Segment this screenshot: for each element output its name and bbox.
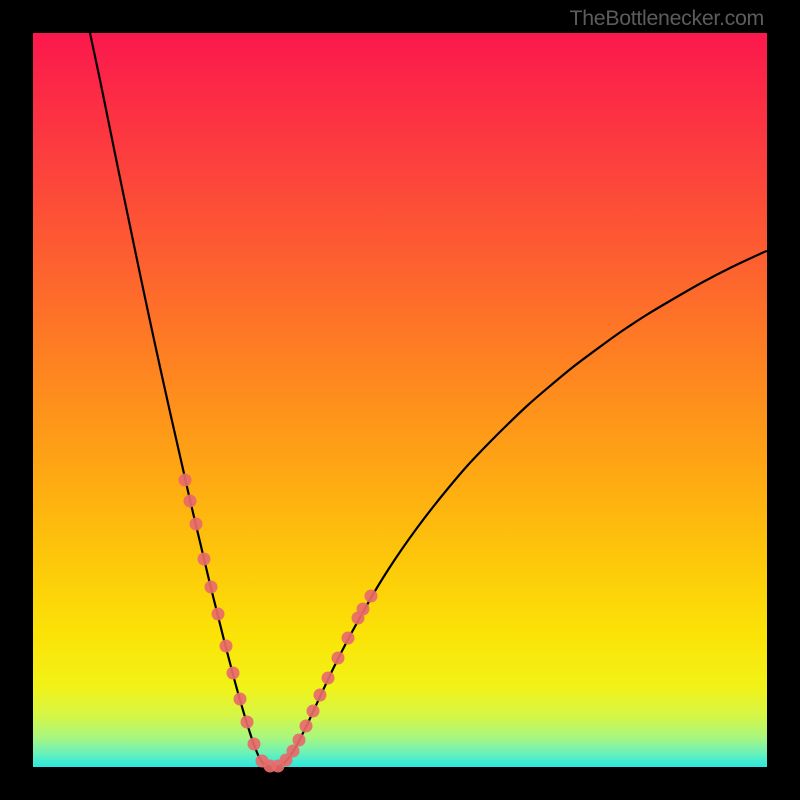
bottleneck-curve-chart [0,0,800,800]
data-marker [357,603,370,616]
data-marker [205,581,218,594]
data-marker [241,716,254,729]
data-marker [234,693,247,706]
data-marker [198,553,211,566]
data-marker [184,495,197,508]
data-marker [220,640,233,653]
data-marker [300,720,313,733]
data-marker [248,738,261,751]
data-marker [365,590,378,603]
data-marker [322,672,335,685]
data-marker [179,474,192,487]
data-marker [314,689,327,702]
data-marker [287,745,300,758]
curve-left-descending [90,33,272,767]
data-marker [227,667,240,680]
data-marker [212,608,225,621]
data-marker [293,734,306,747]
data-marker [307,705,320,718]
data-marker [332,652,345,665]
curve-right-ascending [272,251,767,767]
marker-cluster [179,474,378,773]
data-marker [342,632,355,645]
data-marker [190,518,203,531]
